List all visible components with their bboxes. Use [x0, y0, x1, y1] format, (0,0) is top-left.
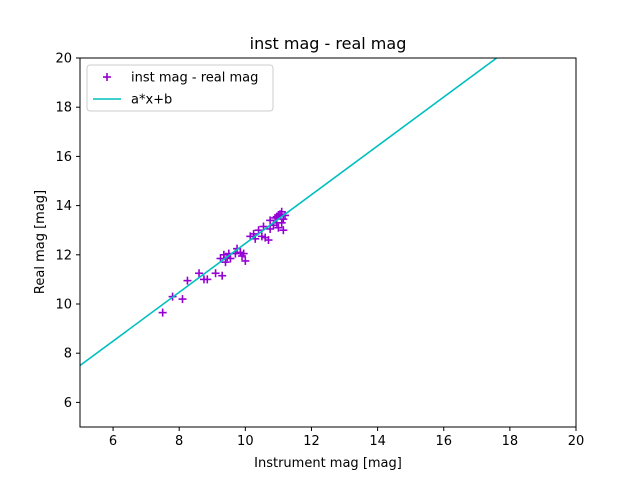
y-tick-label: 8 [64, 347, 72, 362]
y-tick-label: 16 [55, 150, 72, 165]
axes-frame [79, 57, 577, 428]
data-point [221, 258, 230, 267]
legend-marker-swatch [103, 73, 111, 81]
data-point [183, 276, 192, 285]
x-tick-label: 14 [369, 434, 386, 449]
data-point [279, 215, 288, 224]
y-axis: 6 8 10 12 14 16 18 20 [55, 52, 80, 411]
legend-item: a*x+b [93, 93, 172, 108]
plot-area [80, 58, 498, 367]
data-point [266, 216, 275, 225]
y-tick-label: 20 [55, 52, 72, 67]
x-tick-label: 20 [568, 434, 585, 449]
x-tick-label: 16 [435, 434, 452, 449]
data-point [277, 218, 286, 227]
data-point [226, 254, 235, 263]
y-tick-label: 18 [55, 101, 72, 116]
data-point [264, 236, 273, 245]
legend-label: a*x+b [131, 93, 172, 108]
data-point [195, 269, 204, 278]
data-point [211, 269, 220, 278]
legend-box [86, 64, 274, 112]
data-point [158, 308, 167, 317]
data-point [274, 223, 283, 232]
y-tick-label: 6 [64, 396, 72, 411]
data-point [178, 295, 187, 304]
x-axis: 6 8 10 12 14 16 18 20 [109, 427, 584, 449]
legend-label: inst mag - real mag [131, 71, 258, 86]
y-tick-label: 12 [55, 248, 72, 263]
x-tick-label: 8 [175, 434, 183, 449]
y-axis-label: Real mag [mag] [33, 190, 48, 294]
data-point [239, 249, 248, 258]
x-axis-label: Instrument mag [mag] [254, 456, 402, 471]
data-point [241, 256, 250, 265]
chart-title: inst mag - real mag [250, 34, 407, 53]
x-tick-label: 10 [237, 434, 254, 449]
data-point [279, 226, 288, 235]
data-point [218, 271, 227, 280]
x-tick-label: 12 [303, 434, 320, 449]
y-tick-label: 14 [55, 199, 72, 214]
y-tick-label: 10 [55, 298, 72, 313]
data-point [203, 275, 212, 284]
legend-item: inst mag - real mag [103, 71, 258, 86]
x-tick-label: 18 [502, 434, 519, 449]
legend: inst mag - real mag a*x+b [86, 64, 274, 112]
x-tick-label: 6 [109, 434, 117, 449]
fit-line [80, 58, 498, 367]
